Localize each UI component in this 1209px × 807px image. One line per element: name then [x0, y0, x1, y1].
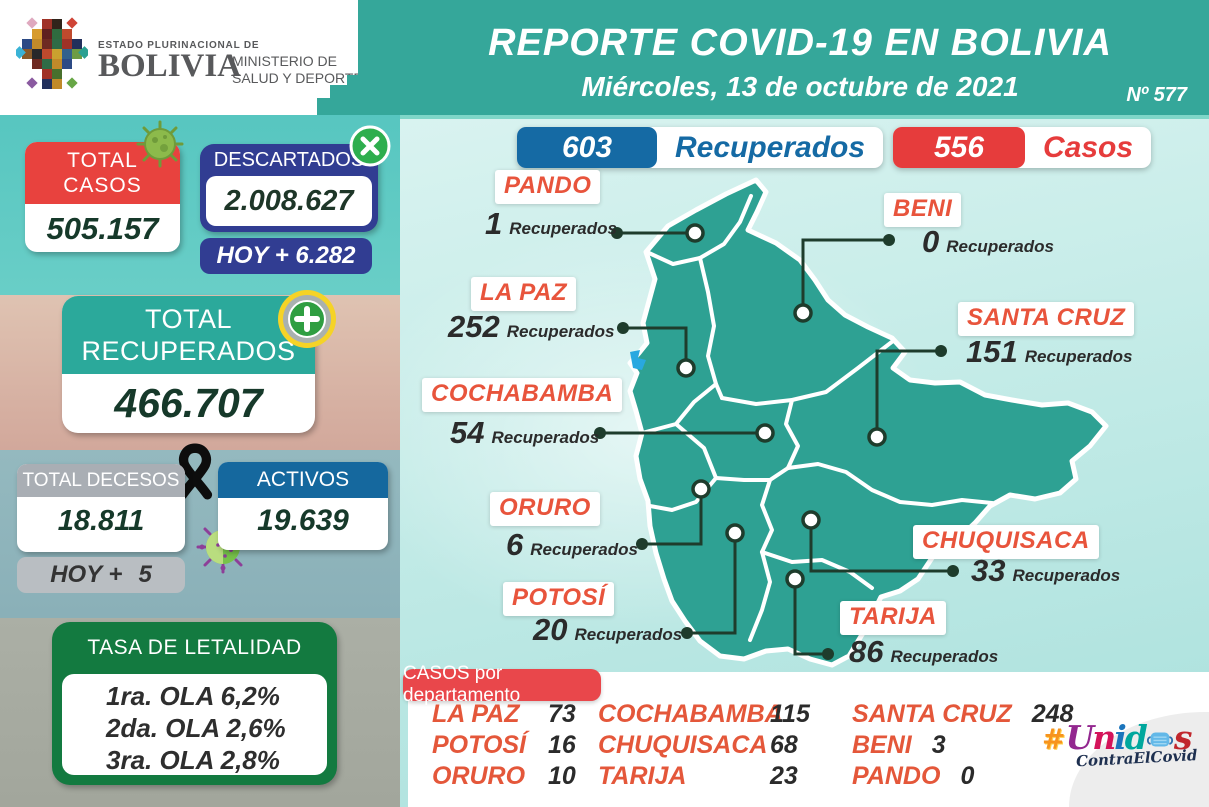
unidos-contra-el-covid-logo: #Unid s ContraElCovid [1042, 718, 1207, 770]
total-casos-label-1: TOTAL [67, 149, 138, 172]
tasa-ola-2: 2da. OLA 2,6% [106, 713, 286, 743]
map-label-santa-cruz: SANTA CRUZ [958, 302, 1135, 336]
casos-banner: CASOS por departamento [403, 663, 601, 706]
casos-row: CHUQUISACA 68 [598, 731, 798, 759]
total-recuperados-value: 466.707 [114, 380, 263, 426]
casos-row: TARIJA 23 [598, 762, 798, 790]
decesos-today-label: HOY + [50, 561, 123, 588]
map-label-tarija: TARIJA [840, 601, 946, 635]
ministerio-line1: MINISTERIO DE [232, 53, 338, 69]
stat-beni: 0 Recuperados [922, 224, 1054, 259]
panel-divider [400, 115, 1209, 119]
casos-row: BENI 3 [852, 731, 946, 759]
casos-row: SANTA CRUZ 248 [852, 700, 1074, 728]
casos-column-3: SANTA CRUZ 248 BENI 3 PANDO 0 [852, 700, 1073, 793]
total-casos-card: TOTAL CASOS 505.157 [25, 142, 180, 252]
activos-label: ACTIVOS [218, 462, 388, 498]
map-label-beni: BENI [884, 193, 962, 227]
casos-column-1: LA PAZ 73 POTOSÍ 16 ORURO 10 [432, 700, 576, 793]
casos-row: POTOSÍ 16 [432, 731, 576, 759]
recuperados-total-badge: 603 Recuperados [517, 127, 884, 168]
casos-column-2: COCHABAMBA 115 CHUQUISACA 68 TARIJA 23 [598, 700, 810, 793]
report-number: Nº 577 [1126, 84, 1187, 106]
total-recuperados-label-1: TOTAL [144, 304, 233, 334]
total-casos-value: 505.157 [46, 211, 159, 246]
stat-oruro: 6 Recuperados [506, 527, 638, 562]
total-casos-label-2: CASOS [63, 174, 142, 197]
tasa-ola-1: 1ra. OLA 6,2% [106, 681, 280, 711]
total-recuperados-label-2: RECUPERADOS [81, 336, 296, 366]
total-decesos-value: 18.811 [57, 505, 145, 537]
gov-wordmark: ESTADO PLURINACIONAL DE BOLIVIA [98, 40, 260, 84]
stat-potosi: 20 Recuperados [533, 612, 683, 647]
descartados-card: DESCARTADOS 2.008.627 [200, 144, 378, 232]
hash-glyph: # [1042, 723, 1066, 756]
map-label-potosi: POTOSÍ [503, 582, 615, 616]
stat-la-paz: 252 Recuperados [448, 309, 615, 344]
decesos-today: HOY + 5 [17, 557, 185, 593]
tasa-letalidad-title: TASA DE LETALIDAD [87, 636, 302, 659]
activos-value: 19.639 [257, 504, 349, 537]
bolivia-wordmark: BOLIVIA [98, 48, 242, 84]
recuperados-total-label: Recuperados [675, 130, 866, 164]
virus-icon [136, 120, 184, 168]
casos-row: LA PAZ 73 [432, 700, 576, 728]
activos-card: ACTIVOS 19.639 [218, 462, 388, 550]
casos-row: COCHABAMBA 115 [598, 700, 810, 728]
decesos-today-value: 5 [138, 561, 152, 588]
report-date: Miércoles, 13 de octubre de 2021 [581, 71, 1019, 102]
descartados-label: DESCARTADOS [213, 149, 365, 171]
total-recuperados-card: TOTAL RECUPERADOS 466.707 [62, 296, 315, 433]
total-decesos-card: TOTAL DECESOS 18.811 [17, 464, 185, 552]
map-label-chuquisaca: CHUQUISACA [913, 525, 1099, 559]
ministerio-line2: SALUD Y DEPORTES [232, 70, 373, 86]
casos-row: PANDO 0 [852, 762, 975, 790]
map-label-la-paz: LA PAZ [471, 277, 576, 311]
total-decesos-label: TOTAL DECESOS [17, 464, 185, 497]
x-circle-icon [349, 125, 391, 167]
stat-cochabamba: 54 Recuperados [450, 415, 600, 450]
ministerio-text: MINISTERIO DE SALUD Y DEPORTES [232, 53, 372, 87]
report-title: REPORTE COVID-19 EN BOLIVIA [488, 22, 1112, 64]
casos-total-label: Casos [1043, 130, 1134, 164]
stat-santa-cruz: 151 Recuperados [966, 334, 1133, 369]
casos-total-badge: 556 Casos [893, 127, 1152, 168]
casos-total-value: 556 [893, 127, 1025, 168]
stat-pando: 1 Recuperados [485, 206, 617, 241]
map-label-cochabamba: COCHABAMBA [422, 378, 623, 412]
map-label-pando: PANDO [495, 170, 601, 204]
recuperados-total-value: 603 [517, 127, 657, 168]
map-label-oruro: ORURO [490, 492, 600, 526]
tasa-letalidad-card: TASA DE LETALIDAD 1ra. OLA 6,2% 2da. OLA… [52, 622, 337, 785]
estado-plurinacional-text: ESTADO PLURINACIONAL DE [98, 40, 260, 51]
descartados-today: HOY + 6.282 [200, 238, 372, 274]
header-teal-band [317, 0, 1209, 115]
tasa-ola-3: 3ra. OLA 2,8% [106, 745, 280, 775]
stat-tarija: 86 Recuperados [849, 634, 999, 669]
descartados-value: 2.008.627 [206, 176, 372, 226]
stat-chuquisaca: 33 Recuperados [971, 553, 1121, 588]
bolivia-emblem [16, 17, 88, 89]
casos-row: ORURO 10 [432, 762, 576, 790]
face-mask-icon [1146, 732, 1173, 747]
mourning-ribbon-icon [177, 443, 213, 500]
report-title-block: REPORTE COVID-19 EN BOLIVIA Miércoles, 1… [430, 22, 1170, 103]
plus-circle-icon [278, 290, 336, 348]
